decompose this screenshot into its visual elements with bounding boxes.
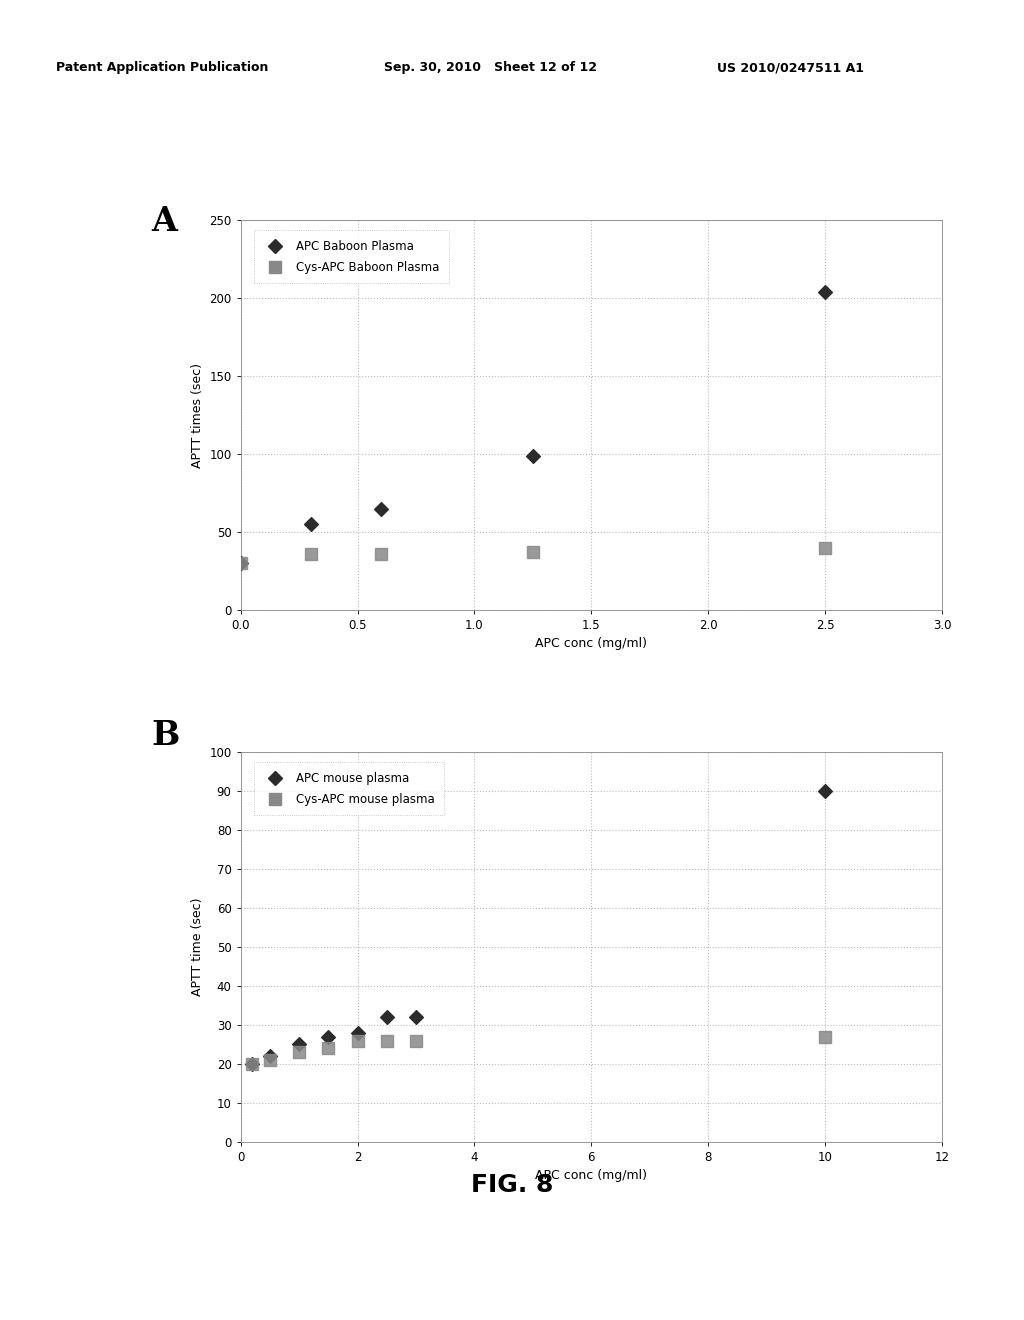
Text: Patent Application Publication: Patent Application Publication <box>56 62 268 74</box>
Point <box>262 1045 279 1067</box>
Point <box>262 1049 279 1071</box>
Point <box>817 781 834 803</box>
Legend: APC Baboon Plasma, Cys-APC Baboon Plasma: APC Baboon Plasma, Cys-APC Baboon Plasma <box>254 230 449 284</box>
Point <box>244 1053 260 1074</box>
Point <box>232 553 249 574</box>
Point <box>408 1007 424 1028</box>
Text: B: B <box>152 719 180 752</box>
Legend: APC mouse plasma, Cys-APC mouse plasma: APC mouse plasma, Cys-APC mouse plasma <box>254 762 444 816</box>
X-axis label: APC conc (mg/ml): APC conc (mg/ml) <box>536 1170 647 1183</box>
Text: Sep. 30, 2010   Sheet 12 of 12: Sep. 30, 2010 Sheet 12 of 12 <box>384 62 597 74</box>
Point <box>817 281 834 302</box>
Point <box>349 1030 366 1051</box>
Point <box>524 541 541 562</box>
Point <box>321 1026 337 1047</box>
Point <box>379 1030 395 1051</box>
Text: FIG. 8: FIG. 8 <box>471 1173 553 1197</box>
Text: US 2010/0247511 A1: US 2010/0247511 A1 <box>717 62 864 74</box>
Point <box>244 1053 260 1074</box>
Point <box>379 1007 395 1028</box>
Point <box>373 544 389 565</box>
Point <box>524 445 541 466</box>
Text: A: A <box>152 205 177 238</box>
Y-axis label: APTT time (sec): APTT time (sec) <box>190 898 204 997</box>
Point <box>303 513 319 535</box>
Point <box>291 1034 307 1055</box>
X-axis label: APC conc (mg/ml): APC conc (mg/ml) <box>536 638 647 651</box>
Point <box>232 553 249 574</box>
Point <box>291 1041 307 1063</box>
Point <box>817 1026 834 1047</box>
Point <box>408 1030 424 1051</box>
Y-axis label: APTT times (sec): APTT times (sec) <box>190 363 204 467</box>
Point <box>303 544 319 565</box>
Point <box>349 1022 366 1043</box>
Point <box>373 498 389 519</box>
Point <box>321 1038 337 1059</box>
Point <box>817 537 834 558</box>
